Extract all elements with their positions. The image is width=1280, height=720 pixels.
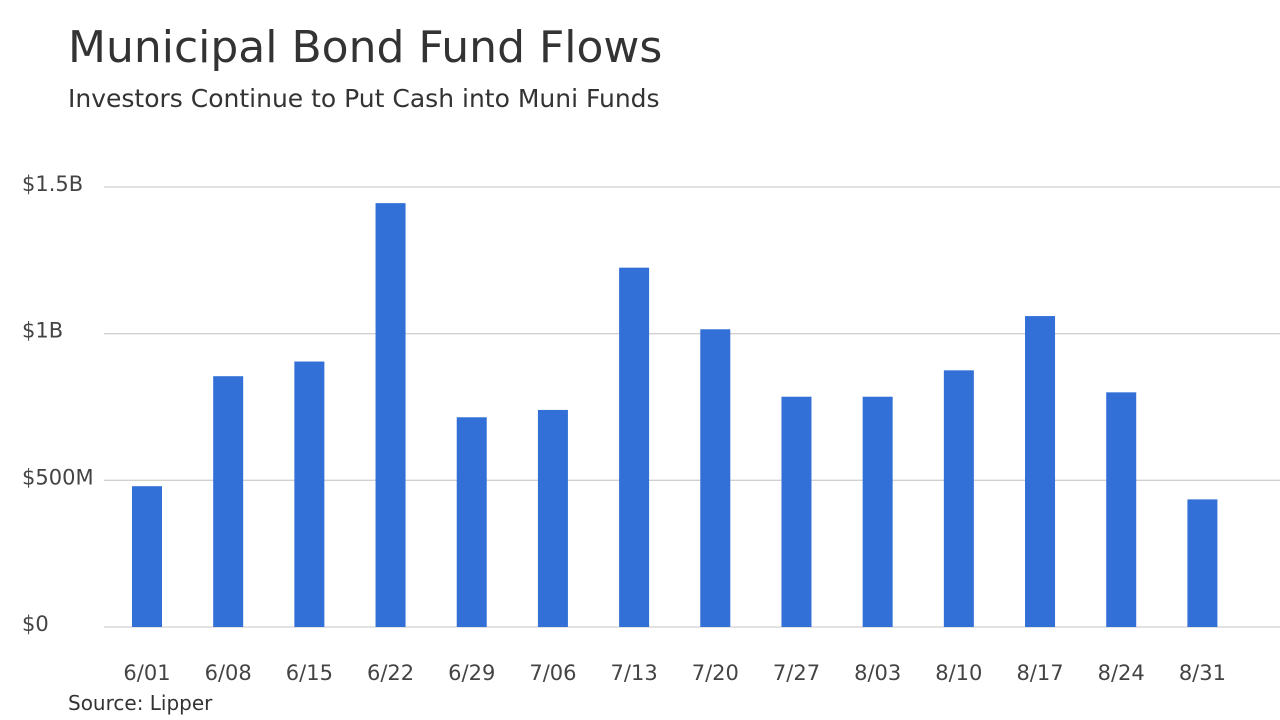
chart-subtitle: Investors Continue to Put Cash into Muni… [68,84,660,113]
x-tick-label: 7/13 [611,661,658,685]
x-tick-label: 8/17 [1016,661,1063,685]
bar [537,409,568,627]
bar [294,361,325,627]
x-tick-label: 8/10 [935,661,982,685]
x-tick-label: 6/29 [448,661,495,685]
bar [700,329,731,627]
y-tick-label: $0 [22,612,49,636]
bar [943,370,974,627]
bar [1025,316,1056,627]
bar [781,396,812,627]
bar [1106,392,1137,627]
source-note: Source: Lipper [68,691,213,715]
y-tick-label: $1.5B [22,172,83,196]
bar [131,486,162,627]
x-tick-label: 7/06 [529,661,576,685]
bar [375,203,406,627]
bar [619,267,650,627]
y-tick-label: $500M [22,465,94,489]
x-tick-label: 6/08 [205,661,252,685]
chart-title: Municipal Bond Fund Flows [68,22,662,73]
bar [213,376,244,627]
x-tick-label: 7/27 [773,661,820,685]
x-tick-label: 6/01 [123,661,170,685]
x-tick-label: 7/20 [692,661,739,685]
bar [1187,499,1218,627]
x-tick-label: 8/03 [854,661,901,685]
x-tick-label: 8/31 [1179,661,1226,685]
y-tick-label: $1B [22,319,63,343]
x-tick-label: 6/22 [367,661,414,685]
bar [862,396,893,627]
bar [456,417,487,627]
x-tick-label: 6/15 [286,661,333,685]
x-tick-label: 8/24 [1098,661,1145,685]
